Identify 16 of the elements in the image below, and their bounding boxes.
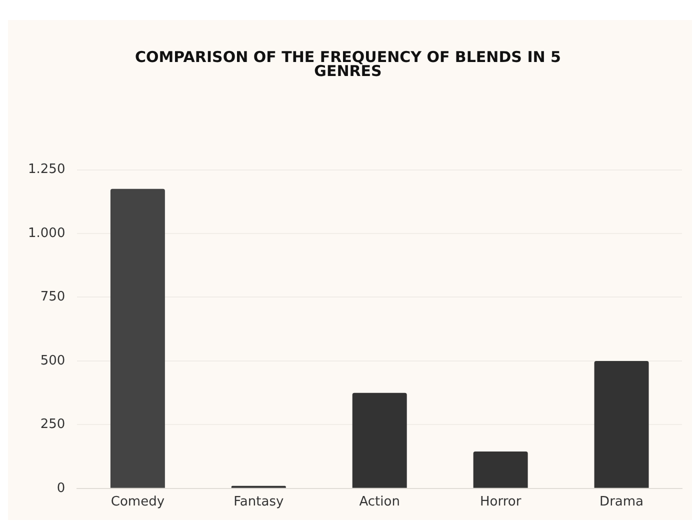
x-tick-label: Horror	[480, 494, 522, 510]
y-tick-label: 500	[40, 353, 66, 368]
x-tick-label: Comedy	[110, 494, 165, 510]
bar	[352, 392, 407, 488]
y-tick-label: 0	[56, 480, 66, 496]
bar	[473, 451, 528, 488]
chart-title: COMPARISON OF THE FREQUENCY OF BLENDS IN 5 GENRES	[134, 48, 562, 80]
y-tick-label: 750	[40, 290, 66, 305]
y-tick-label: 250	[40, 417, 66, 432]
bar	[594, 360, 649, 488]
x-tick-label: Action	[359, 494, 400, 510]
y-tick-label: 1.250	[28, 162, 66, 178]
y-tick-label: 1.000	[28, 226, 66, 241]
bar	[110, 188, 165, 488]
x-tick-label: Drama	[600, 494, 644, 510]
x-tick-label: Fantasy	[234, 494, 284, 510]
